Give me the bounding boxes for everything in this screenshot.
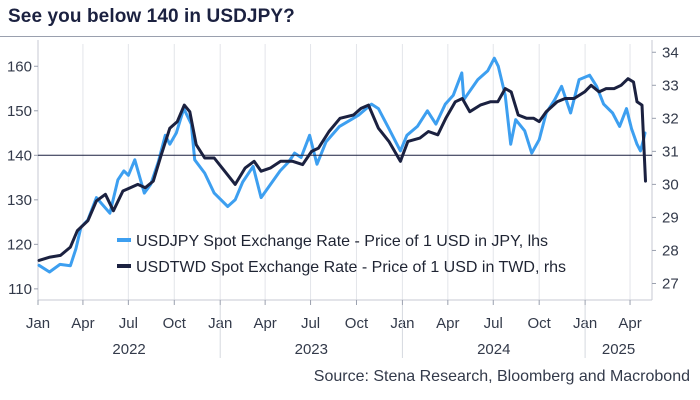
year-label: 2023 [295, 341, 328, 358]
series-lines [37, 56, 652, 274]
left-tick-label: 150 [7, 103, 32, 120]
x-tick-label: Apr [436, 315, 459, 332]
legend-label: USDTWD Spot Exchange Rate - Price of 1 U… [136, 259, 566, 276]
source-note: Source: Stena Research, Bloomberg and Ma… [313, 368, 690, 385]
x-tick-label: Oct [528, 315, 552, 332]
x-tick-label: Apr [71, 315, 94, 332]
left-tick-label: 120 [7, 236, 32, 253]
x-tick-label: Oct [345, 315, 369, 332]
legend-label: USDJPY Spot Exchange Rate - Price of 1 U… [136, 233, 548, 250]
right-tick-label: 34 [662, 44, 679, 61]
left-tick-label: 160 [7, 58, 32, 75]
axes: 110 120 130 140 150 160 27 28 29 30 31 32 33 34 Jan Apr… [7, 40, 679, 358]
x-tick-label: Apr [253, 315, 276, 332]
right-tick-label: 31 [662, 143, 679, 160]
right-tick-label: 30 [662, 176, 679, 193]
left-tick-label: 130 [7, 192, 32, 209]
x-tick-label: Jul [301, 315, 320, 332]
left-tick-label: 140 [7, 147, 32, 164]
right-tick-label: 27 [662, 275, 679, 292]
year-label: 2022 [112, 341, 145, 358]
right-tick-label: 28 [662, 242, 679, 259]
chart-title: See you below 140 in USDJPY? [8, 6, 295, 27]
usdtwd-series-line [37, 77, 647, 262]
year-label: 2024 [477, 341, 510, 358]
x-tick-label: Jul [119, 315, 138, 332]
left-tick-label: 110 [8, 281, 32, 298]
right-tick-label: 29 [662, 209, 679, 226]
year-label: 2025 [602, 341, 635, 358]
right-tick-label: 32 [662, 110, 679, 127]
x-tick-label: Oct [163, 315, 187, 332]
x-tick-label: Apr [618, 315, 641, 332]
x-tick-label: Jul [484, 315, 503, 332]
legend: USDJPY Spot Exchange Rate - Price of 1 U… [117, 233, 566, 276]
right-tick-label: 33 [662, 77, 679, 94]
x-tick-label: Jan [26, 315, 50, 332]
title-divider [0, 36, 700, 37]
